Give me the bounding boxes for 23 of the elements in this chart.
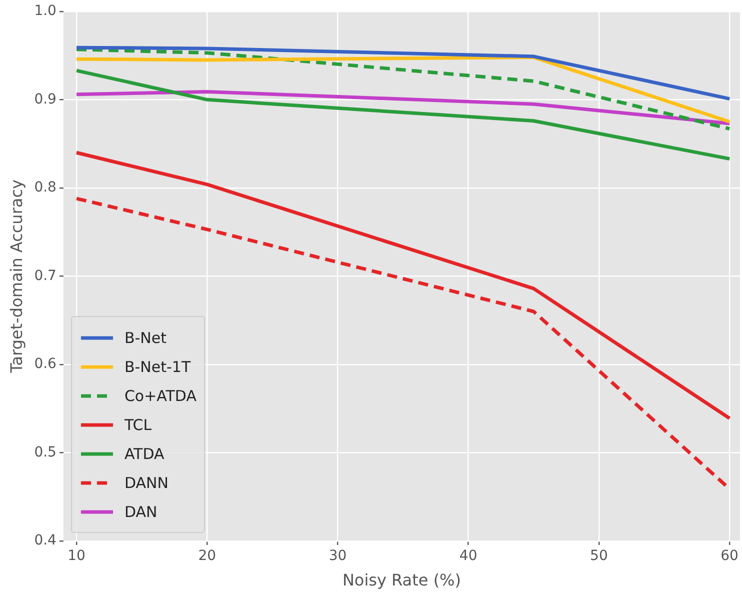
y-tick-label: 0.8: [34, 180, 56, 196]
x-tick-label: 50: [590, 548, 608, 564]
y-tick-label: 0.6: [34, 356, 57, 372]
x-tick-label: 20: [198, 548, 216, 564]
legend-label: DANN: [124, 474, 168, 492]
x-tick-label: 10: [68, 548, 86, 564]
line-series: [74, 48, 732, 131]
y-axis-title: Target-domain Accuracy: [6, 180, 26, 374]
legend-label: Co+ATDA: [124, 386, 196, 404]
x-tick-label: 40: [459, 548, 478, 564]
legend-label: B-Net-1T: [124, 358, 191, 376]
y-tick-label: 0.4: [34, 532, 57, 549]
y-tick-label: 0.9: [34, 91, 56, 108]
y-tick-label: 1.0: [34, 3, 56, 20]
y-tick-label: 0.5: [34, 444, 56, 460]
x-axis-title: Noisy Rate (%): [342, 570, 462, 590]
x-tick-label: 60: [720, 548, 738, 564]
legend-label: B-Net: [124, 328, 166, 346]
legend-label: ATDA: [124, 444, 164, 462]
y-tick-label: 0.7: [34, 268, 56, 284]
legend-label: DAN: [124, 502, 158, 520]
legend-label: TCL: [124, 416, 152, 434]
x-tick-label: 30: [328, 548, 347, 564]
